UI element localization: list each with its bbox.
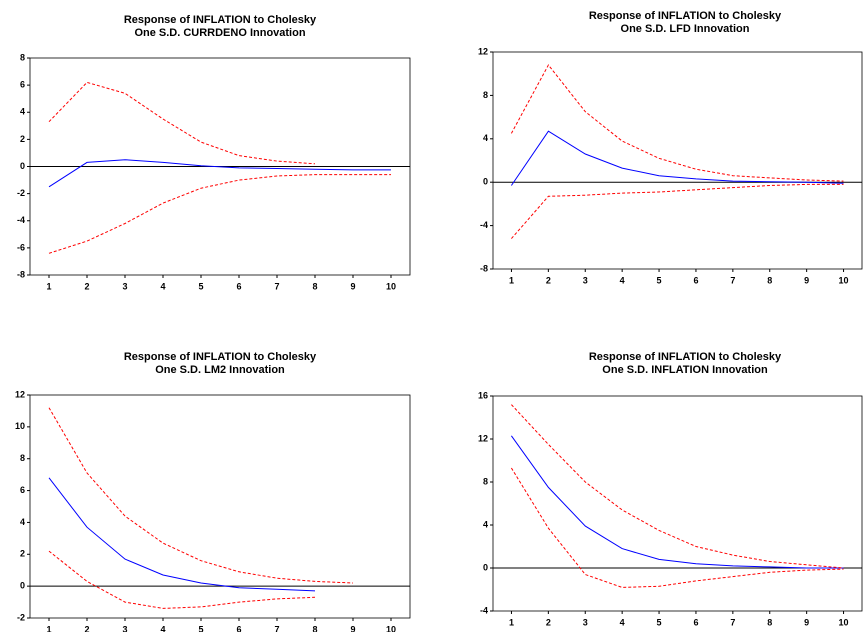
x-tick-label: 3 bbox=[583, 275, 588, 285]
y-tick-label: 16 bbox=[478, 390, 488, 400]
chart-title: Response of INFLATION to Cholesky bbox=[124, 14, 317, 26]
x-tick-label: 2 bbox=[546, 617, 551, 627]
x-tick-label: 6 bbox=[693, 275, 698, 285]
x-tick-label: 8 bbox=[767, 275, 772, 285]
x-tick-label: 5 bbox=[657, 617, 662, 627]
x-tick-label: 7 bbox=[274, 624, 279, 632]
y-tick-label: 0 bbox=[20, 161, 25, 171]
series-line bbox=[511, 404, 844, 569]
y-tick-label: 12 bbox=[15, 389, 25, 399]
x-tick-label: 7 bbox=[274, 281, 279, 291]
x-tick-label: 9 bbox=[804, 617, 809, 627]
x-tick-label: 1 bbox=[46, 624, 51, 632]
x-tick-label: 1 bbox=[509, 275, 514, 285]
x-tick-label: 9 bbox=[804, 275, 809, 285]
y-tick-label: -6 bbox=[17, 242, 25, 252]
series-line bbox=[511, 183, 844, 239]
x-tick-label: 7 bbox=[730, 617, 735, 627]
x-tick-label: 3 bbox=[122, 624, 127, 632]
y-tick-label: -2 bbox=[17, 188, 25, 198]
x-tick-label: 6 bbox=[693, 617, 698, 627]
x-tick-label: 8 bbox=[312, 624, 317, 632]
x-tick-label: 4 bbox=[160, 624, 165, 632]
x-tick-label: 8 bbox=[767, 617, 772, 627]
chart-title: Response of INFLATION to Cholesky bbox=[124, 351, 317, 363]
y-tick-label: 0 bbox=[20, 581, 25, 591]
x-tick-label: 5 bbox=[657, 275, 662, 285]
x-tick-label: 10 bbox=[386, 281, 396, 291]
y-tick-label: 10 bbox=[15, 421, 25, 431]
x-tick-label: 5 bbox=[198, 281, 203, 291]
x-tick-label: 6 bbox=[236, 281, 241, 291]
chart-title: One S.D. LM2 Innovation bbox=[155, 364, 285, 376]
series-line bbox=[510, 435, 844, 569]
series-line bbox=[48, 159, 391, 188]
x-tick-label: 7 bbox=[730, 275, 735, 285]
y-tick-label: -4 bbox=[17, 215, 25, 225]
x-tick-label: 8 bbox=[312, 281, 317, 291]
y-tick-label: 4 bbox=[20, 517, 25, 527]
y-tick-label: 6 bbox=[20, 80, 25, 90]
x-tick-label: 2 bbox=[546, 275, 551, 285]
y-tick-label: 12 bbox=[478, 433, 488, 443]
y-tick-label: -4 bbox=[480, 220, 488, 230]
x-tick-label: 2 bbox=[84, 624, 89, 632]
x-tick-label: 9 bbox=[350, 281, 355, 291]
series-line bbox=[48, 81, 316, 165]
chart-title: Response of INFLATION to Cholesky bbox=[589, 351, 782, 363]
x-tick-label: 1 bbox=[46, 281, 51, 291]
x-tick-label: 3 bbox=[583, 617, 588, 627]
chart-title: One S.D. INFLATION Innovation bbox=[602, 364, 768, 376]
x-tick-label: 2 bbox=[84, 281, 89, 291]
plot-frame bbox=[492, 395, 863, 612]
y-tick-label: -8 bbox=[17, 269, 25, 279]
chart-title: Response of INFLATION to Cholesky bbox=[589, 10, 782, 22]
y-tick-label: 8 bbox=[20, 453, 25, 463]
x-tick-label: 10 bbox=[839, 275, 849, 285]
x-tick-label: 4 bbox=[620, 617, 625, 627]
x-tick-label: 9 bbox=[350, 624, 355, 632]
plot-frame bbox=[492, 51, 863, 270]
y-tick-label: -8 bbox=[480, 263, 488, 273]
x-tick-label: 10 bbox=[839, 617, 849, 627]
series-line bbox=[48, 477, 316, 592]
y-tick-label: 8 bbox=[20, 52, 25, 62]
series-line bbox=[48, 407, 354, 584]
x-tick-label: 1 bbox=[509, 617, 514, 627]
y-tick-label: 8 bbox=[483, 90, 488, 100]
series-line bbox=[510, 467, 844, 588]
series-line bbox=[510, 130, 844, 186]
series-line bbox=[510, 64, 844, 182]
y-tick-label: 6 bbox=[20, 485, 25, 495]
y-tick-label: -2 bbox=[17, 612, 25, 622]
x-tick-label: 10 bbox=[386, 624, 396, 632]
y-tick-label: 0 bbox=[483, 562, 488, 572]
x-tick-label: 4 bbox=[620, 275, 625, 285]
x-tick-label: 4 bbox=[160, 281, 165, 291]
x-tick-label: 6 bbox=[236, 624, 241, 632]
plot-frame bbox=[29, 394, 411, 619]
y-tick-label: 2 bbox=[20, 549, 25, 559]
series-line bbox=[48, 174, 391, 254]
y-tick-label: 0 bbox=[483, 177, 488, 187]
series-line bbox=[48, 550, 316, 609]
y-tick-label: 4 bbox=[483, 519, 488, 529]
chart-title: One S.D. CURRDENO Innovation bbox=[134, 27, 305, 39]
y-tick-label: 4 bbox=[483, 133, 488, 143]
chart-title: One S.D. LFD Innovation bbox=[621, 23, 750, 35]
x-tick-label: 3 bbox=[122, 281, 127, 291]
y-tick-label: 2 bbox=[20, 134, 25, 144]
x-tick-label: 5 bbox=[198, 624, 203, 632]
y-tick-label: -4 bbox=[480, 605, 488, 615]
y-tick-label: 12 bbox=[478, 46, 488, 56]
y-tick-label: 4 bbox=[20, 107, 25, 117]
y-tick-label: 8 bbox=[483, 476, 488, 486]
